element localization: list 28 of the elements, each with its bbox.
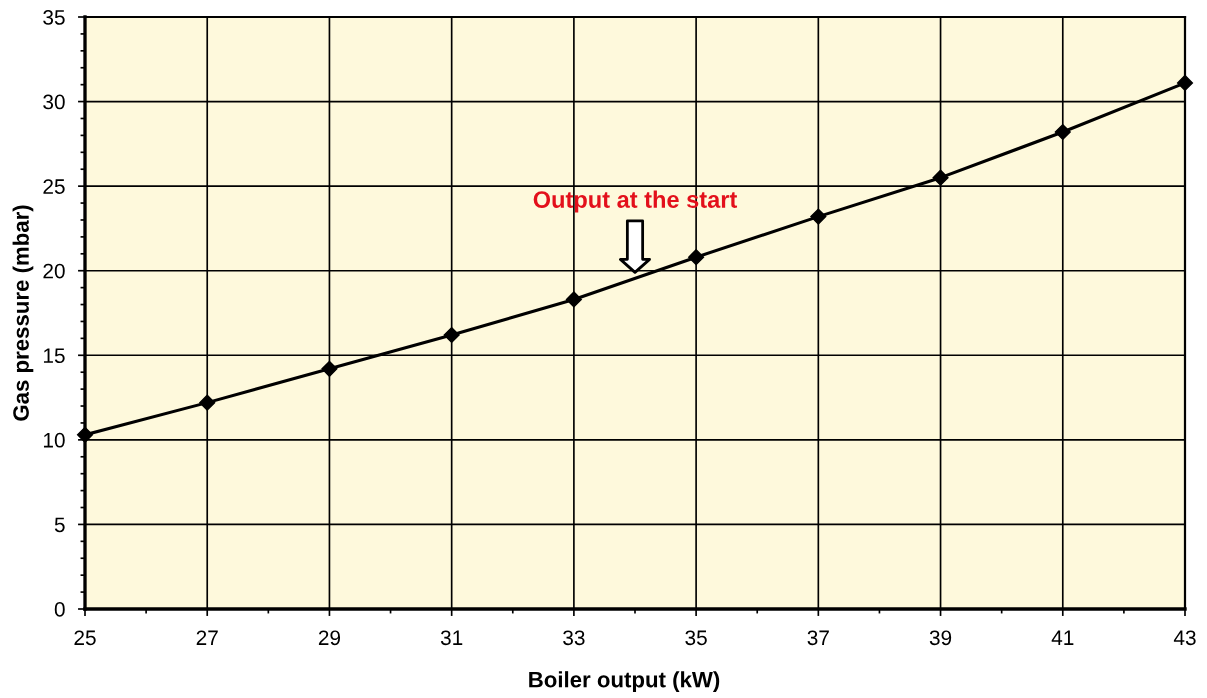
x-tick-label: 33 xyxy=(563,630,585,646)
x-tick-label: 29 xyxy=(318,630,341,646)
y-tick-label: 25 xyxy=(43,179,65,194)
x-tick-label: 27 xyxy=(196,630,218,645)
point xyxy=(565,291,582,308)
x-tick-label: 37 xyxy=(807,630,829,646)
x-axis-title: Boiler output (kW) xyxy=(529,671,720,692)
point xyxy=(810,208,827,225)
x-tick-label: 39 xyxy=(929,630,952,646)
y-tick-label: 20 xyxy=(43,263,65,279)
x-tick-label: 25 xyxy=(74,630,96,646)
y-tick-label: 0 xyxy=(54,602,65,617)
x-tick-label: 35 xyxy=(685,630,707,646)
y-tick-label: 10 xyxy=(43,432,65,448)
x-tick-label: 31 xyxy=(440,630,463,646)
y-tick-label: 15 xyxy=(43,348,65,364)
y-tick-label: 35 xyxy=(43,10,65,25)
point xyxy=(1054,123,1071,141)
x-tick-label: 41 xyxy=(1051,630,1074,645)
y-tick-label: 5 xyxy=(54,517,65,533)
point xyxy=(199,394,216,411)
point xyxy=(688,249,705,266)
y-tick-label: 30 xyxy=(43,94,65,110)
point xyxy=(321,360,338,377)
x-tick-label: 43 xyxy=(1173,630,1196,646)
y-axis-title: Gas pressure (mbar) xyxy=(12,205,34,421)
point xyxy=(932,169,949,186)
point xyxy=(443,326,460,344)
